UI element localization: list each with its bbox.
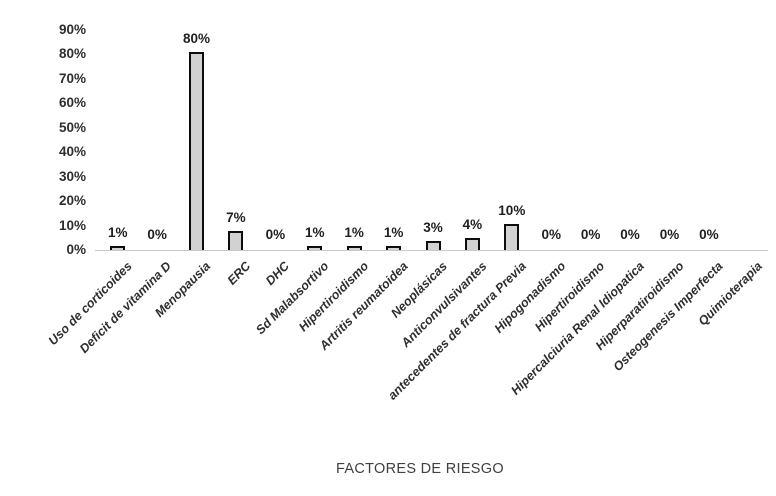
y-axis-tick-label: 40% (58, 144, 86, 160)
x-category-label-text: DHC (263, 259, 293, 289)
bar (504, 223, 520, 250)
x-category-label-text: Hipertiroidismo (295, 259, 372, 335)
bar-value-label: 0% (699, 227, 719, 242)
bar-value-label: 0% (265, 227, 286, 242)
bar (189, 52, 205, 250)
bar-value-label: 80% (183, 31, 211, 47)
y-axis-tick-label: 70% (58, 70, 86, 86)
bar-value-label: 4% (462, 217, 483, 233)
bar (464, 238, 480, 250)
x-axis-title: FACTORES DE RIESGO (336, 461, 504, 477)
x-category-label-text: ERC (224, 259, 253, 288)
bar-value-label: 0% (147, 227, 167, 242)
y-axis-tick-label: 30% (58, 168, 86, 184)
bar (425, 240, 441, 250)
y-axis-tick-label: 20% (58, 193, 86, 209)
bar-value-label: 1% (344, 224, 364, 240)
x-axis-line (95, 250, 768, 251)
bar (346, 245, 362, 250)
bar-value-label: 1% (304, 224, 325, 240)
bar-value-label: 10% (498, 202, 526, 218)
y-axis-tick-label: 50% (58, 119, 86, 135)
bar-value-label: 0% (541, 227, 561, 242)
bar (110, 245, 126, 250)
bar (307, 245, 323, 250)
bar-value-label: 1% (383, 224, 404, 240)
y-axis-tick-label: 80% (58, 46, 86, 62)
y-axis-tick-label: 0% (66, 242, 86, 257)
y-axis-tick-label: 90% (58, 22, 86, 37)
x-category-label-text: Hipogonadismo (491, 259, 569, 336)
bar (386, 245, 402, 250)
bar-value-label: 0% (620, 227, 640, 242)
bar-value-label: 7% (226, 209, 246, 225)
bar-value-label: 0% (659, 227, 680, 242)
bar-value-label: 1% (107, 224, 128, 240)
bar (228, 230, 244, 250)
x-category-label-text: Hipertiroidismo (532, 259, 608, 335)
y-axis-tick-label: 60% (58, 95, 86, 111)
bar-value-label: 0% (580, 227, 601, 242)
x-category-label-text: Sd Malabsortivo (253, 259, 332, 338)
bar-value-label: 3% (423, 219, 443, 235)
y-axis-tick-label: 10% (58, 217, 86, 233)
